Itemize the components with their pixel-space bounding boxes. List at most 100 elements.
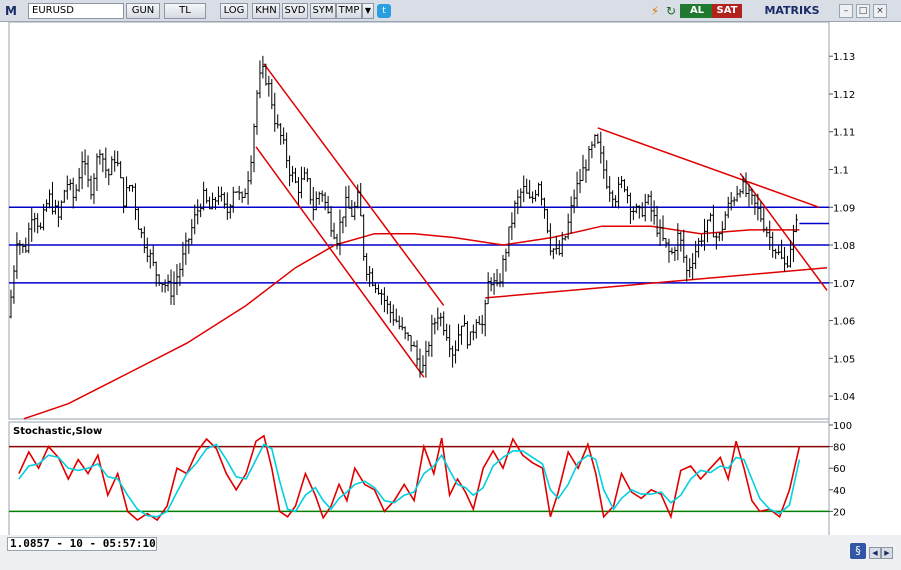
price-bar xyxy=(222,192,226,209)
price-bar xyxy=(282,127,286,145)
close-icon[interactable]: × xyxy=(873,4,887,18)
price-bar xyxy=(288,155,292,187)
price-bar xyxy=(459,325,463,345)
price-bar xyxy=(495,268,499,287)
template-dropdown-arrow-icon[interactable]: ▼ xyxy=(362,3,374,19)
price-bar xyxy=(664,238,668,248)
sym-button[interactable]: SYM xyxy=(310,3,336,19)
scroll-left-icon[interactable]: ◀ xyxy=(869,547,881,559)
price-bar xyxy=(462,314,466,327)
sync-icon[interactable]: § xyxy=(850,543,866,559)
price-bar xyxy=(113,150,117,172)
price-bar xyxy=(169,269,173,305)
svd-button[interactable]: SVD xyxy=(282,3,308,19)
price-bar xyxy=(27,222,31,254)
price-bar xyxy=(382,287,386,313)
price-bar xyxy=(676,223,680,261)
app-logo-letter: M xyxy=(5,4,17,18)
price-bar xyxy=(267,75,271,97)
price-bar xyxy=(211,192,215,210)
price-bar xyxy=(557,240,561,256)
price-axis-label: 1.11 xyxy=(833,128,855,139)
price-bar xyxy=(741,176,745,195)
lightning-icon[interactable]: ⚡ xyxy=(650,4,660,18)
stochastic-axis-label: 100 xyxy=(833,421,852,432)
price-bar xyxy=(424,340,428,378)
price-bar xyxy=(294,167,298,184)
currency-button-tl[interactable]: TL xyxy=(164,3,206,19)
price-bar xyxy=(279,123,283,145)
price-bar xyxy=(646,193,650,205)
buy-button[interactable]: AL xyxy=(680,4,714,18)
price-bar xyxy=(622,179,626,193)
price-bar xyxy=(658,219,662,246)
price-bar xyxy=(196,199,200,225)
price-bar xyxy=(53,199,57,215)
trend-line xyxy=(485,266,828,299)
price-bar xyxy=(771,231,775,258)
price-bar xyxy=(578,168,582,194)
price-bar xyxy=(33,212,37,233)
price-bar xyxy=(296,177,300,205)
symbol-input[interactable]: EURUSD xyxy=(28,3,124,19)
price-bar xyxy=(136,207,140,230)
khn-button[interactable]: KHN xyxy=(252,3,280,19)
price-bar xyxy=(362,214,366,261)
price-bar xyxy=(566,213,570,240)
price-bar xyxy=(45,199,49,212)
price-bar xyxy=(611,190,615,208)
price-bar xyxy=(637,205,641,219)
price-bar xyxy=(308,178,312,205)
price-bar xyxy=(175,264,179,296)
price-bar xyxy=(59,200,63,221)
scroll-right-icon[interactable]: ▶ xyxy=(881,547,893,559)
price-bar xyxy=(403,326,407,340)
price-bar xyxy=(614,195,618,208)
minimize-icon[interactable]: – xyxy=(839,4,853,18)
price-bar xyxy=(338,209,342,256)
price-bar xyxy=(246,171,250,205)
price-bar xyxy=(691,253,695,280)
trend-line xyxy=(263,63,445,306)
price-bar xyxy=(231,186,235,213)
price-bar xyxy=(786,255,790,268)
price-bar xyxy=(445,323,449,341)
log-scale-button[interactable]: LOG xyxy=(220,3,248,19)
price-bar xyxy=(421,355,425,374)
price-bar xyxy=(720,221,724,241)
refresh-icon[interactable]: ↻ xyxy=(665,4,677,18)
price-bar xyxy=(537,182,541,197)
price-bar xyxy=(181,241,185,277)
price-bar xyxy=(670,247,674,255)
twitter-icon[interactable]: t xyxy=(377,4,391,18)
price-axis-label: 1.07 xyxy=(833,279,855,290)
price-bar xyxy=(86,155,90,188)
price-bar xyxy=(379,289,383,305)
trend-line xyxy=(597,127,820,208)
price-axis-label: 1.08 xyxy=(833,241,855,252)
price-bar xyxy=(703,218,707,251)
price-bar xyxy=(525,178,529,194)
price-bar xyxy=(95,153,99,191)
price-bar xyxy=(317,191,321,205)
sell-button[interactable]: SAT xyxy=(712,4,742,18)
price-bar xyxy=(252,123,256,173)
price-bar xyxy=(376,284,380,295)
period-button-gun[interactable]: GUN xyxy=(126,3,160,19)
price-bar xyxy=(436,307,440,331)
price-bar xyxy=(504,248,508,272)
price-bar xyxy=(213,196,217,210)
price-bar xyxy=(154,261,158,287)
price-bar xyxy=(451,345,455,368)
price-bar xyxy=(335,233,339,250)
maximize-icon[interactable]: □ xyxy=(856,4,870,18)
chart-area[interactable]: Stochastic,Slow 1.13 1.12 1.11 1.1 1.09 1.08 1… xyxy=(0,22,901,557)
price-bar xyxy=(320,190,324,202)
template-button[interactable]: TMP xyxy=(336,3,362,19)
price-bar xyxy=(107,168,111,186)
price-bar xyxy=(519,188,523,208)
price-bar xyxy=(323,192,327,211)
price-bar xyxy=(243,188,247,198)
price-bar xyxy=(711,204,715,238)
price-bar xyxy=(794,214,798,233)
